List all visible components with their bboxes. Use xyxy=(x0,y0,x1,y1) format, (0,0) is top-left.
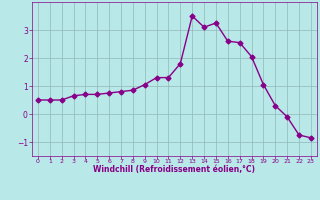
X-axis label: Windchill (Refroidissement éolien,°C): Windchill (Refroidissement éolien,°C) xyxy=(93,165,255,174)
